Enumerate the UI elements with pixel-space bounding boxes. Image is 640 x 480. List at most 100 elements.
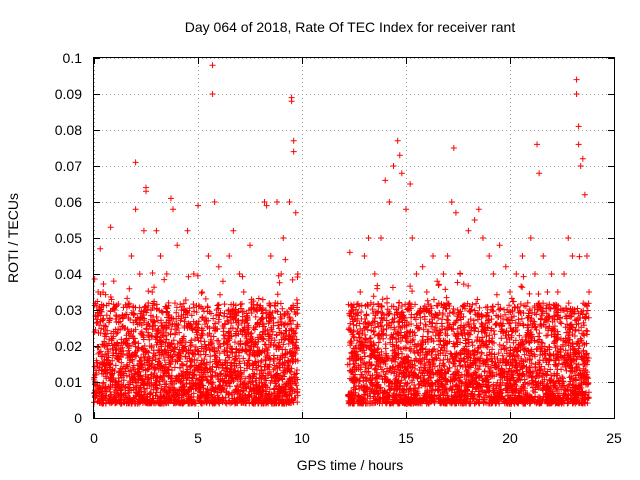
data-point xyxy=(208,391,215,398)
data-point xyxy=(130,303,137,310)
data-point xyxy=(98,325,105,332)
data-point xyxy=(451,357,458,364)
data-point xyxy=(221,348,228,355)
data-point xyxy=(488,306,495,313)
data-point xyxy=(457,308,464,315)
data-point xyxy=(584,307,591,314)
data-point xyxy=(119,344,126,351)
data-point xyxy=(153,382,160,389)
data-point xyxy=(231,368,238,375)
data-point xyxy=(103,387,110,394)
data-point xyxy=(495,350,502,357)
data-point xyxy=(232,306,239,313)
data-point xyxy=(243,310,250,317)
data-point xyxy=(508,295,515,302)
data-point xyxy=(371,315,378,322)
data-point xyxy=(502,332,509,339)
data-point xyxy=(259,296,266,303)
data-point xyxy=(488,316,495,323)
data-point xyxy=(278,330,285,337)
data-point xyxy=(282,310,289,317)
data-point xyxy=(242,383,249,390)
data-point xyxy=(150,350,157,357)
data-point xyxy=(152,365,159,372)
data-point xyxy=(193,364,200,371)
data-point xyxy=(257,302,264,309)
data-point xyxy=(192,343,199,350)
data-point xyxy=(229,349,236,356)
data-point xyxy=(268,314,275,321)
data-point xyxy=(387,386,394,393)
data-point xyxy=(550,340,557,347)
data-point xyxy=(226,328,233,335)
data-point xyxy=(231,355,238,362)
data-point xyxy=(104,366,111,373)
data-point xyxy=(474,296,481,303)
data-point xyxy=(381,358,388,365)
data-point xyxy=(388,319,395,326)
data-point xyxy=(233,328,240,335)
data-point xyxy=(143,325,150,332)
data-point xyxy=(138,322,145,329)
data-point xyxy=(261,363,268,370)
data-point xyxy=(398,302,405,309)
data-point xyxy=(374,320,381,327)
data-point xyxy=(158,393,165,400)
data-point xyxy=(244,359,251,366)
data-point xyxy=(377,335,384,342)
data-point xyxy=(575,361,582,368)
data-point xyxy=(546,301,553,308)
data-point xyxy=(256,331,263,338)
data-point xyxy=(170,389,177,396)
data-point xyxy=(180,348,187,355)
data-point xyxy=(213,364,220,371)
data-point xyxy=(196,367,203,374)
data-point xyxy=(234,325,241,332)
data-point xyxy=(532,324,539,331)
data-point xyxy=(576,342,583,349)
data-point xyxy=(535,300,542,307)
data-point xyxy=(112,394,119,401)
data-point xyxy=(136,385,143,392)
data-point xyxy=(221,301,228,308)
data-point xyxy=(127,331,134,338)
data-point xyxy=(363,312,370,319)
data-point xyxy=(188,337,195,344)
data-point xyxy=(173,309,180,316)
data-point xyxy=(263,377,270,384)
data-point xyxy=(154,305,161,312)
data-point xyxy=(145,365,152,372)
data-point xyxy=(438,301,445,308)
data-point xyxy=(159,364,166,371)
data-point xyxy=(150,323,157,330)
data-point xyxy=(161,387,168,394)
data-point xyxy=(198,343,205,350)
data-point xyxy=(120,372,127,379)
data-point xyxy=(267,302,274,309)
data-point xyxy=(184,366,191,373)
data-point xyxy=(185,393,192,400)
data-point xyxy=(190,304,197,311)
data-point xyxy=(369,306,376,313)
data-point xyxy=(565,362,572,369)
data-point xyxy=(182,307,189,314)
data-point xyxy=(176,329,183,336)
data-point xyxy=(253,395,260,402)
data-point xyxy=(493,321,500,328)
data-point xyxy=(99,317,106,324)
data-point xyxy=(555,360,562,367)
data-point xyxy=(233,319,240,326)
data-point xyxy=(215,311,222,318)
data-point xyxy=(109,357,116,364)
data-point xyxy=(282,335,289,342)
data-point xyxy=(241,318,248,325)
data-point xyxy=(274,354,281,361)
data-point xyxy=(285,320,292,327)
data-point xyxy=(122,385,129,392)
data-point xyxy=(275,388,282,395)
data-point xyxy=(465,354,472,361)
data-point xyxy=(243,317,250,324)
data-point xyxy=(174,387,181,394)
data-point xyxy=(162,363,169,370)
